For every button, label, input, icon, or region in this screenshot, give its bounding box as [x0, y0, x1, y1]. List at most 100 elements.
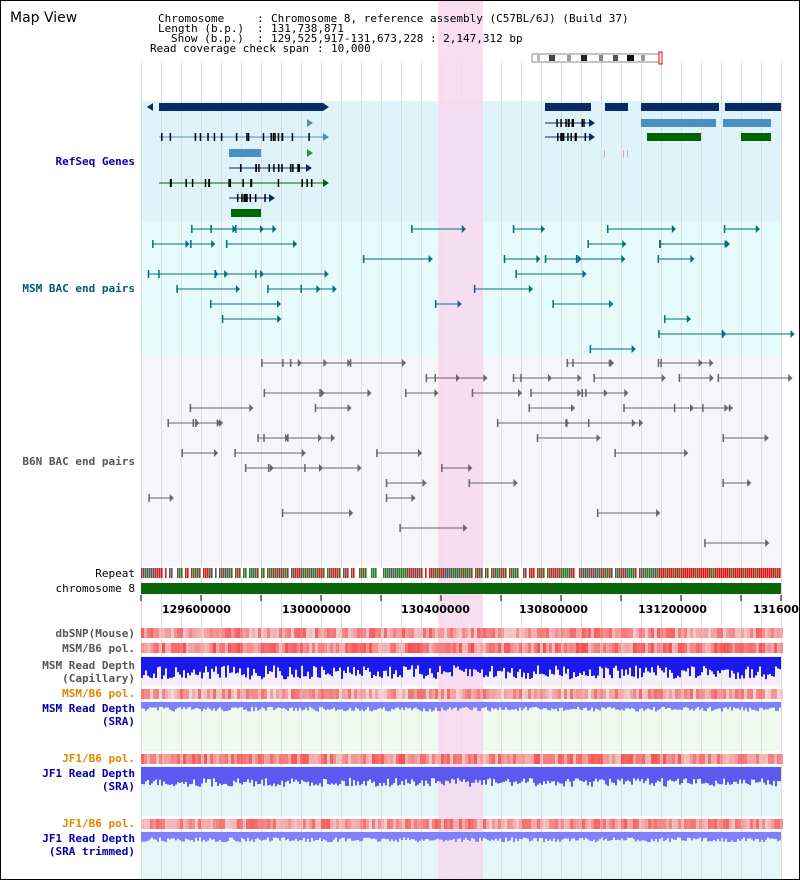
- polymorphism-cell: [735, 628, 738, 638]
- track-label-jf1-b6-pol-trimmed[interactable]: JF1/B6 pol.: [62, 817, 135, 830]
- read-depth-bar: [571, 832, 573, 839]
- polymorphism-cell: [519, 754, 522, 764]
- bac-end: [287, 434, 289, 442]
- polymorphism-cell: [255, 819, 258, 829]
- bac-end: [347, 404, 352, 412]
- read-depth-bar: [289, 657, 291, 667]
- read-depth-bar: [221, 657, 223, 667]
- read-depth-bar: [281, 702, 283, 709]
- read-depth-bar: [161, 657, 163, 680]
- polymorphism-cell: [210, 628, 213, 638]
- read-depth-bar: [565, 702, 567, 710]
- polymorphism-cell: [240, 689, 243, 699]
- repeat-segment: [621, 568, 623, 578]
- read-depth-bar: [751, 832, 753, 840]
- repeat-segment: [483, 568, 485, 578]
- polymorphism-cell: [474, 689, 477, 699]
- polymorphism-cell: [324, 754, 327, 764]
- track-label-jf1-depth-sra[interactable]: JF1 Read Depth: [42, 767, 135, 780]
- bac-end: [255, 270, 257, 278]
- track-label-dbsnp[interactable]: dbSNP(Mouse): [55, 627, 135, 640]
- read-depth-bar: [295, 657, 297, 670]
- polymorphism-cell: [633, 754, 636, 764]
- track-label-refseq[interactable]: RefSeq Genes: [55, 155, 135, 168]
- read-depth-bar: [451, 767, 453, 779]
- track-label-b6n-bac[interactable]: B6N BAC end pairs: [22, 455, 135, 468]
- read-depth-bar: [167, 657, 169, 679]
- read-depth-bar: [235, 657, 237, 674]
- track-label-msm-bac[interactable]: MSM BAC end pairs: [22, 282, 135, 295]
- read-depth-bar: [469, 702, 471, 710]
- repeat-segment: [661, 568, 663, 578]
- track-label-jf1-b6-pol[interactable]: JF1/B6 pol.: [62, 752, 135, 765]
- read-depth-bar: [519, 767, 521, 783]
- polymorphism-cell: [465, 628, 468, 638]
- read-depth-bar: [473, 657, 475, 670]
- read-depth-bar: [681, 767, 683, 784]
- read-depth-bar: [499, 702, 501, 708]
- polymorphism-cell: [393, 643, 396, 653]
- repeat-segment: [181, 568, 183, 578]
- read-depth-bar: [705, 832, 707, 838]
- polymorphism-cell: [369, 754, 372, 764]
- bac-end: [723, 225, 726, 233]
- track-label-chromosome[interactable]: chromosome 8: [55, 582, 135, 595]
- gene-arrow: [147, 103, 153, 111]
- polymorphism-cell: [465, 819, 468, 829]
- read-depth-bar: [773, 657, 775, 677]
- read-depth-bar: [573, 832, 575, 839]
- read-depth-bar: [549, 832, 551, 840]
- track-label-repeat[interactable]: Repeat: [95, 567, 135, 580]
- read-depth-bar: [767, 657, 769, 675]
- track-label-jf1-depth-trimmed[interactable]: JF1 Read Depth: [42, 832, 135, 845]
- read-depth-bar: [261, 657, 263, 680]
- read-depth-bar: [419, 832, 421, 841]
- read-depth-bar: [223, 657, 225, 666]
- ideogram-band: [641, 55, 645, 61]
- read-depth-bar: [639, 702, 641, 710]
- read-depth-bar: [613, 657, 615, 668]
- read-depth-bar: [693, 657, 695, 668]
- repeat-segment: [757, 568, 759, 578]
- read-depth-bar: [719, 657, 721, 674]
- polymorphism-cell: [528, 819, 531, 829]
- polymorphism-cell: [174, 754, 177, 764]
- repeat-segment: [699, 568, 701, 578]
- bac-end: [320, 389, 325, 397]
- read-depth-bar: [581, 657, 583, 675]
- read-depth-bar: [199, 702, 201, 709]
- polymorphism-cell: [423, 643, 426, 653]
- read-depth-bar: [669, 657, 671, 670]
- read-depth-bar: [267, 767, 269, 786]
- read-depth-bar: [645, 767, 647, 781]
- read-depth-bar: [399, 767, 401, 785]
- polymorphism-cell: [204, 628, 207, 638]
- polymorphism-cell: [558, 819, 561, 829]
- repeat-segment: [737, 568, 739, 578]
- repeat-segment: [311, 568, 313, 578]
- polymorphism-cell: [147, 689, 150, 699]
- repeat-segment: [759, 568, 761, 578]
- polymorphism-cell: [741, 689, 744, 699]
- repeat-segment: [179, 568, 181, 578]
- polymorphism-cell: [405, 754, 408, 764]
- track-label-msm-depth-capillary[interactable]: MSM Read Depth: [42, 659, 135, 672]
- track-label-msm-depth-sra[interactable]: MSM Read Depth: [42, 702, 135, 715]
- read-depth-bar: [757, 702, 759, 712]
- polymorphism-cell: [180, 754, 183, 764]
- read-depth-bar: [217, 702, 219, 709]
- read-depth-bar: [587, 657, 589, 677]
- read-depth-bar: [503, 657, 505, 668]
- polymorphism-cell: [228, 643, 231, 653]
- read-depth-bar: [513, 767, 515, 783]
- track-label-msm-b6-pol-sra[interactable]: MSM/B6 pol.: [62, 687, 135, 700]
- polymorphism-cell: [267, 628, 270, 638]
- polymorphism-cell: [162, 754, 165, 764]
- bac-end: [293, 240, 298, 248]
- ideogram-band: [599, 55, 603, 61]
- read-depth-bar: [503, 767, 505, 782]
- read-depth-bar: [229, 657, 231, 674]
- read-depth-bar: [217, 767, 219, 786]
- bac-end: [357, 464, 362, 472]
- track-label-msm-b6-pol[interactable]: MSM/B6 pol.: [62, 642, 135, 655]
